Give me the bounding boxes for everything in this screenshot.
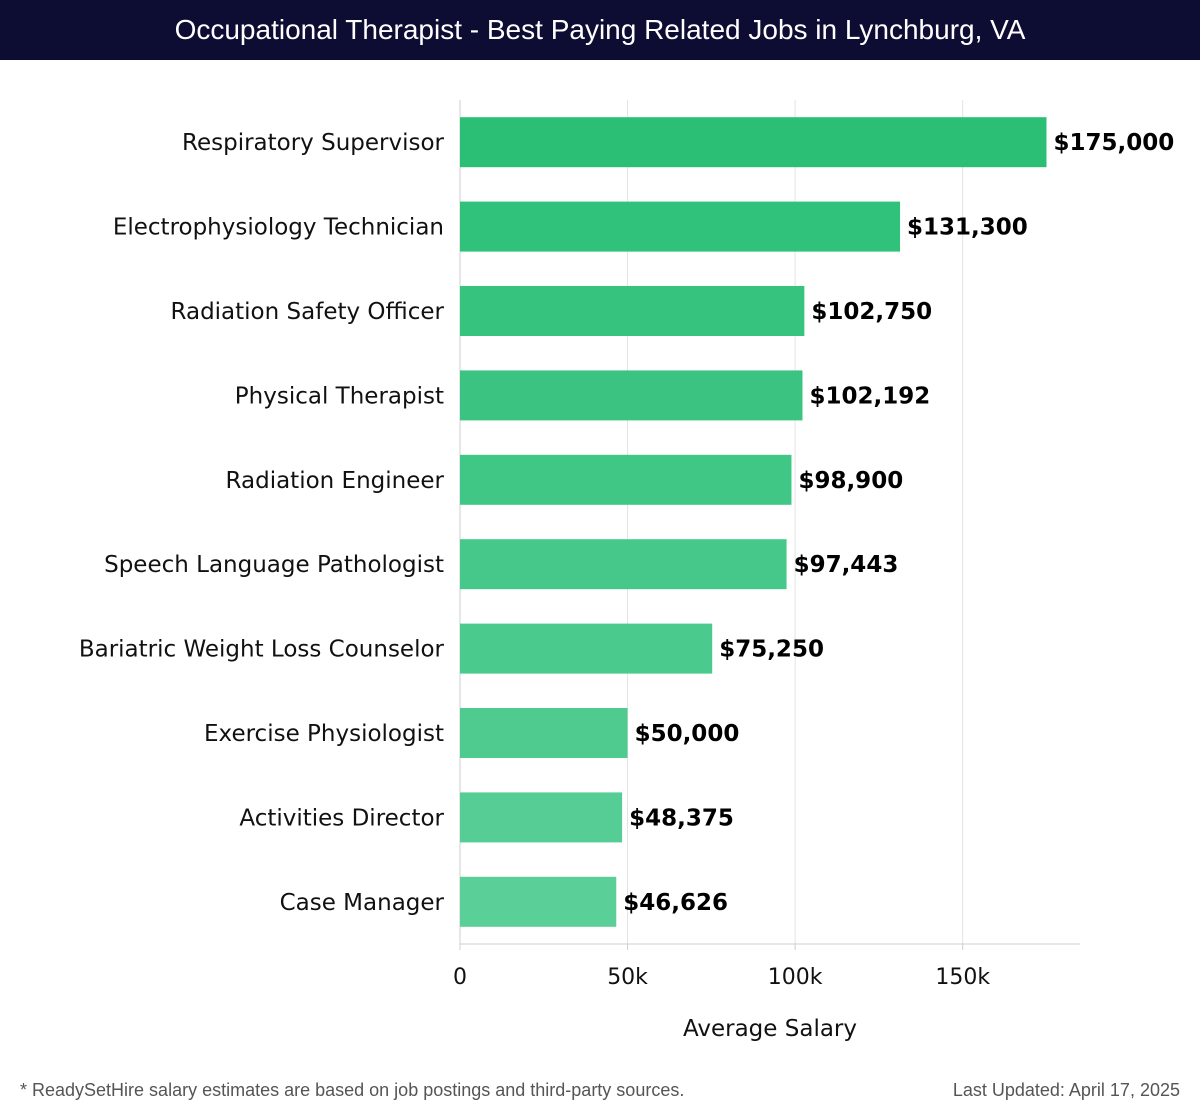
value-label: $46,626 [623, 890, 728, 916]
footer-note: * ReadySetHire salary estimates are base… [20, 1080, 685, 1100]
x-tick-label: 100k [768, 965, 823, 990]
bar [460, 454, 792, 505]
x-axis: 0 50k 100k 150k [453, 943, 1080, 990]
value-label: $75,250 [719, 637, 824, 663]
bar [460, 370, 803, 421]
value-label: $98,900 [798, 468, 903, 494]
bar [460, 201, 901, 252]
x-axis-title: Average Salary [683, 1016, 857, 1042]
category-label: Activities Director [239, 805, 444, 831]
bar [460, 623, 713, 674]
value-label: $102,192 [809, 383, 930, 409]
bar [460, 792, 623, 843]
value-label: $131,300 [907, 215, 1028, 241]
bar [460, 539, 787, 590]
bar-chart: Respiratory Supervisor $175,000 Electrophy… [79, 100, 1174, 1042]
category-label: Electrophysiology Technician [113, 215, 444, 241]
x-tick-label: 0 [453, 965, 467, 990]
category-label: Respiratory Supervisor [182, 130, 445, 156]
value-label: $175,000 [1053, 130, 1174, 156]
bar [460, 286, 805, 336]
bar [460, 708, 628, 758]
x-tick-label: 150k [935, 965, 990, 990]
value-label: $50,000 [635, 721, 740, 747]
bar [460, 876, 617, 927]
value-label: $102,750 [811, 299, 932, 325]
category-label: Radiation Engineer [226, 468, 445, 494]
category-label: Exercise Physiologist [204, 721, 444, 747]
x-tick-label: 50k [607, 965, 648, 990]
value-label: $48,375 [629, 805, 734, 831]
last-updated: Last Updated: April 17, 2025 [952, 1080, 1180, 1100]
chart-title: Occupational Therapist - Best Paying Rel… [0, 0, 1200, 60]
value-label: $97,443 [794, 552, 899, 578]
bars: Respiratory Supervisor $175,000 Electrophy… [79, 117, 1174, 927]
category-label: Physical Therapist [235, 383, 444, 409]
category-label: Bariatric Weight Loss Counselor [79, 637, 445, 663]
bar [460, 117, 1047, 168]
category-label: Radiation Safety Officer [171, 299, 445, 325]
category-label: Speech Language Pathologist [104, 552, 444, 578]
category-label: Case Manager [280, 890, 445, 916]
